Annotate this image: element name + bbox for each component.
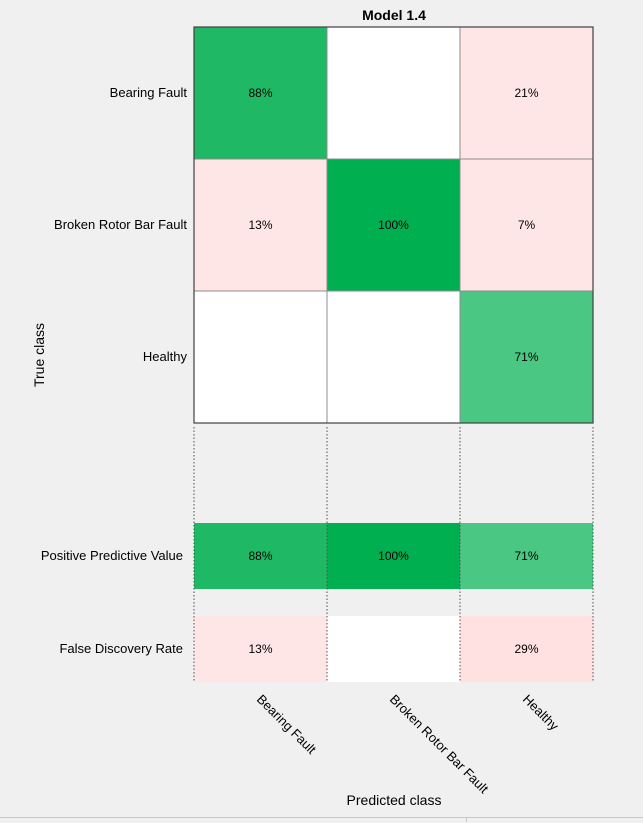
summary-cell-value: 13% bbox=[248, 642, 272, 656]
summary-cell bbox=[327, 523, 460, 589]
summary-row-label: False Discovery Rate bbox=[59, 641, 183, 656]
matrix-cell bbox=[326, 158, 461, 292]
summary-cell-value: 71% bbox=[514, 549, 538, 563]
summary-cell bbox=[327, 616, 460, 682]
summary-cell-value: 88% bbox=[248, 549, 272, 563]
summary-row-label: Positive Predictive Value bbox=[41, 548, 183, 563]
summary-cell-value: 29% bbox=[514, 642, 538, 656]
summary-cell bbox=[194, 523, 327, 589]
matrix-cell bbox=[459, 26, 594, 160]
matrix-cell bbox=[193, 158, 328, 292]
matrix-cell-value: 100% bbox=[378, 218, 409, 232]
confusion-matrix: 88% 21% 13% 100% 7% 71% bbox=[193, 26, 594, 424]
status-bar bbox=[0, 817, 643, 823]
x-axis-label: Predicted class bbox=[347, 792, 442, 808]
matrix-cell bbox=[459, 158, 594, 292]
matrix-cell bbox=[459, 290, 594, 424]
matrix-cell-value: 71% bbox=[514, 350, 538, 364]
matrix-cell bbox=[326, 26, 461, 160]
row-label: Bearing Fault bbox=[110, 85, 188, 100]
status-bar-divider bbox=[466, 817, 467, 822]
column-label: Healthy bbox=[520, 692, 562, 734]
matrix-cell-value: 88% bbox=[248, 86, 272, 100]
row-labels: Bearing Fault Broken Rotor Bar Fault Healt… bbox=[41, 85, 188, 656]
y-axis-label: True class bbox=[31, 323, 47, 387]
matrix-cell bbox=[326, 290, 461, 424]
chart-title: Model 1.4 bbox=[362, 7, 426, 23]
column-labels: Bearing Fault Broken Rotor Bar Fault Healt… bbox=[254, 692, 562, 797]
matrix-cell-value: 13% bbox=[248, 218, 272, 232]
matrix-border bbox=[193, 26, 594, 424]
matrix-cell-value: 21% bbox=[514, 86, 538, 100]
matrix-cell bbox=[193, 26, 328, 160]
summary-cell-value: 100% bbox=[378, 549, 409, 563]
summary-cell bbox=[460, 523, 593, 589]
column-label: Bearing Fault bbox=[254, 692, 320, 758]
summary-cell bbox=[194, 616, 327, 682]
summary-cell bbox=[460, 616, 593, 682]
matrix-cell bbox=[193, 290, 328, 424]
row-label: Healthy bbox=[143, 349, 188, 364]
row-label: Broken Rotor Bar Fault bbox=[54, 217, 187, 232]
summary-rows: 88% 100% 71% 13% 29% bbox=[193, 427, 594, 682]
column-label: Broken Rotor Bar Fault bbox=[387, 692, 492, 797]
matrix-cell-value: 7% bbox=[518, 218, 536, 232]
